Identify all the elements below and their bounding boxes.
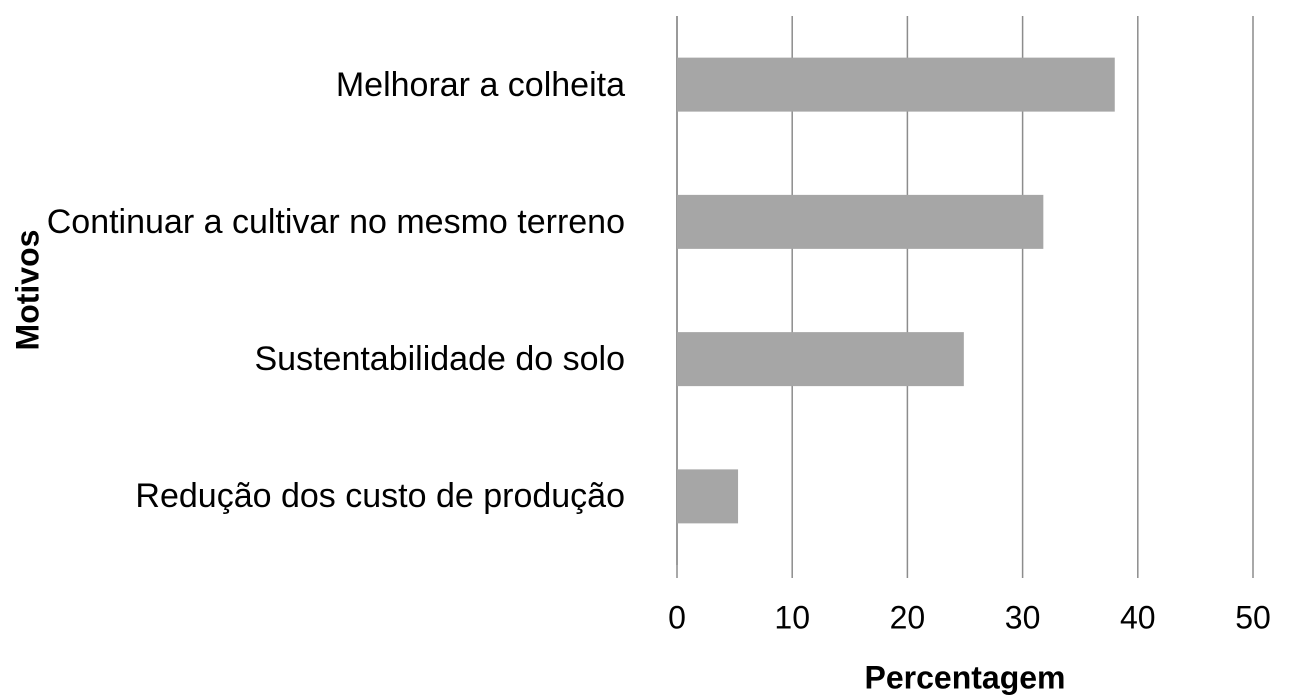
bar <box>677 469 739 524</box>
x-axis-title: Percentagem <box>865 659 1066 695</box>
bar <box>677 57 1115 112</box>
category-label-box: Sustentabilidade do solo <box>25 335 626 383</box>
y-tick-label: Redução dos custo de produção <box>135 477 625 516</box>
x-tick-label: 20 <box>890 599 926 635</box>
category-label-box: Melhorar a colheita <box>25 61 625 109</box>
x-tick-label: 10 <box>774 599 810 635</box>
x-tick-label: 30 <box>1005 599 1041 635</box>
x-tick-label: 40 <box>1120 599 1156 635</box>
y-tick-label: Sustentabilidade do solo <box>254 340 626 379</box>
bar <box>677 194 1044 249</box>
x-tick-label: 0 <box>668 599 686 635</box>
category-label-box: Redução dos custo de produção <box>25 472 625 520</box>
y-axis-title: Motivos <box>9 230 45 351</box>
category-label-box: Continuar a cultivar no mesmo terreno <box>25 198 625 246</box>
y-tick-label: Melhorar a colheita <box>335 65 625 104</box>
x-tick-label: 50 <box>1235 599 1271 635</box>
y-tick-label: Continuar a cultivar no mesmo terreno <box>46 202 625 241</box>
bar <box>677 332 964 387</box>
